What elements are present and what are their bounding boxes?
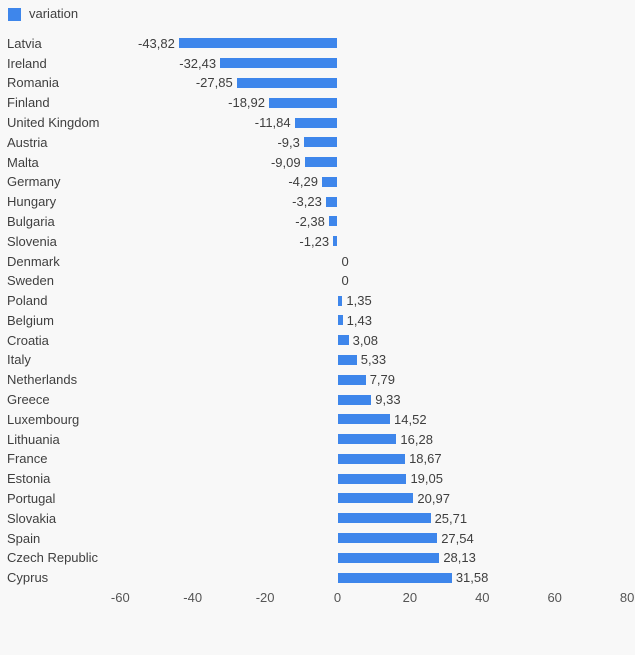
category-label: France	[7, 451, 48, 467]
value-label: 14,52	[394, 411, 427, 427]
value-label: 28,13	[443, 550, 476, 566]
category-label: Slovakia	[7, 510, 57, 526]
x-axis-tick-label: -60	[110, 590, 130, 605]
category-label: Sweden	[7, 273, 54, 289]
bar[interactable]	[337, 414, 391, 425]
bar[interactable]	[269, 97, 338, 108]
category-label: Luxembourg	[7, 411, 80, 427]
value-label: -27,85	[195, 75, 233, 91]
category-label: Ireland	[7, 55, 47, 71]
bar[interactable]	[337, 335, 349, 346]
category-label: Romania	[7, 75, 60, 91]
bar[interactable]	[304, 157, 338, 168]
category-label: Latvia	[7, 35, 42, 51]
bar[interactable]	[294, 117, 338, 128]
bar[interactable]	[337, 552, 440, 563]
value-label: 0	[341, 273, 349, 289]
bar[interactable]	[236, 77, 338, 88]
value-label: 31,58	[455, 570, 489, 586]
x-axis-tick-label: 80	[619, 590, 635, 605]
category-label: Germany	[7, 174, 61, 190]
bar[interactable]	[337, 354, 357, 365]
bar[interactable]	[321, 176, 338, 187]
category-label: Italy	[7, 352, 31, 368]
bar[interactable]	[178, 38, 338, 49]
value-label: -3,23	[292, 194, 322, 210]
x-axis-tick-label: -20	[255, 590, 275, 605]
value-label: -9,3	[277, 134, 300, 150]
category-label: Belgium	[7, 312, 54, 328]
bar[interactable]	[337, 473, 407, 484]
value-label: 1,43	[346, 312, 372, 328]
category-label: Finland	[7, 95, 50, 111]
value-label: 16,28	[400, 431, 433, 447]
category-label: Slovenia	[7, 233, 57, 249]
bar[interactable]	[337, 374, 366, 385]
category-label: Czech Republic	[7, 550, 99, 566]
value-label: 0	[341, 253, 349, 269]
bar[interactable]	[337, 434, 397, 445]
category-label: Lithuania	[7, 431, 60, 447]
category-label: Netherlands	[7, 372, 78, 388]
category-label: Portugal	[7, 490, 56, 506]
category-label: Cyprus	[7, 570, 49, 586]
category-label: Greece	[7, 392, 50, 408]
value-label: 5,33	[360, 352, 387, 368]
value-label: -2,38	[295, 213, 325, 229]
x-axis-tick-label: -40	[183, 590, 203, 605]
category-label: Poland	[7, 293, 48, 309]
bar[interactable]	[337, 394, 372, 405]
category-label: Malta	[7, 154, 39, 170]
bar[interactable]	[337, 453, 406, 464]
bar[interactable]	[337, 493, 414, 504]
bar[interactable]	[337, 572, 452, 583]
category-label: Denmark	[7, 253, 60, 269]
category-label: Spain	[7, 530, 41, 546]
category-label: United Kingdom	[7, 115, 100, 131]
x-axis-tick-label: 20	[402, 590, 418, 605]
value-label: 9,33	[375, 392, 401, 408]
legend-label: variation	[29, 6, 79, 21]
x-axis-tick-label: 0	[333, 590, 342, 605]
bar[interactable]	[337, 295, 343, 306]
value-label: -1,23	[299, 233, 330, 249]
value-label: 19,05	[410, 471, 443, 487]
x-axis-tick-label: 40	[475, 590, 490, 605]
category-label: Bulgaria	[7, 213, 55, 229]
category-label: Austria	[7, 134, 48, 150]
bar[interactable]	[220, 58, 338, 69]
legend-swatch-icon	[8, 7, 21, 21]
value-label: 3,08	[352, 332, 378, 348]
x-axis-tick-label: 60	[547, 590, 562, 605]
value-label: -18,92	[228, 95, 266, 111]
value-label: -11,84	[254, 115, 291, 131]
bar[interactable]	[303, 137, 338, 148]
value-label: 18,67	[409, 451, 442, 467]
bar[interactable]	[337, 315, 343, 326]
value-label: -4,29	[288, 174, 318, 190]
value-label: 20,97	[417, 490, 450, 506]
category-label: Estonia	[7, 471, 51, 487]
bar[interactable]	[325, 196, 338, 207]
bar[interactable]	[337, 513, 431, 524]
value-label: 25,71	[434, 510, 468, 526]
bar[interactable]	[328, 216, 338, 227]
category-label: Hungary	[7, 194, 57, 210]
bar[interactable]	[333, 236, 338, 247]
value-label: 7,79	[369, 372, 395, 388]
value-label: -32,43	[179, 55, 217, 71]
value-label: 1,35	[346, 293, 372, 309]
category-label: Croatia	[7, 332, 49, 348]
value-label: 27,54	[441, 530, 474, 546]
value-label: -9,09	[270, 154, 301, 170]
bar[interactable]	[337, 533, 438, 544]
value-label: -43,82	[138, 35, 175, 51]
legend[interactable]: variation	[8, 7, 78, 21]
